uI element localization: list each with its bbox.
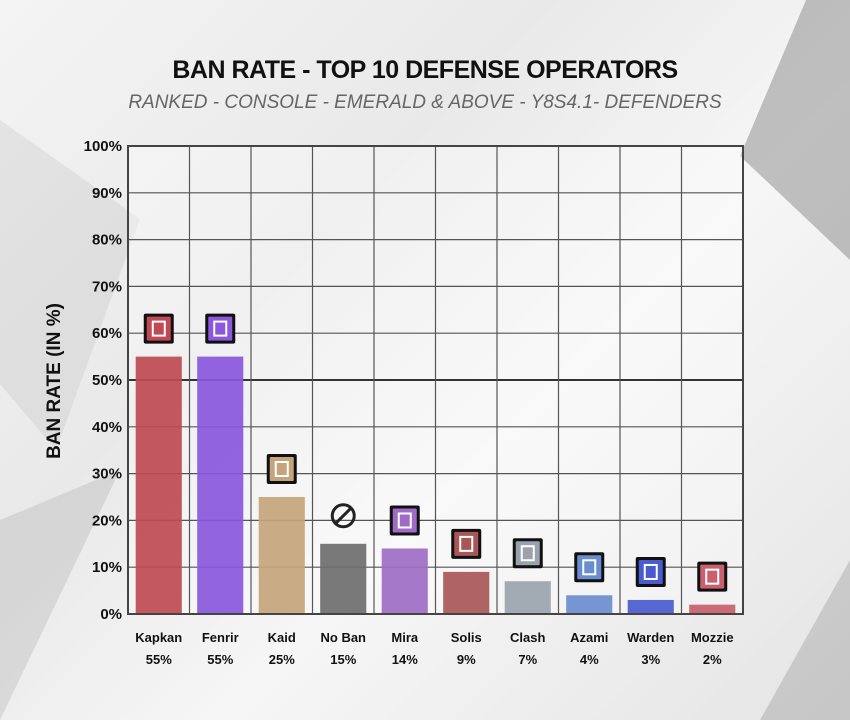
- azami-icon: [574, 552, 605, 583]
- y-tick-label: 40%: [92, 419, 122, 436]
- value-label: 55%: [207, 652, 233, 667]
- y-tick-label: 0%: [100, 606, 122, 623]
- value-label: 3%: [641, 652, 660, 667]
- bar: [504, 581, 551, 614]
- y-tick-label: 20%: [92, 512, 122, 529]
- icon-fill: [146, 316, 171, 341]
- icon-glyph: [705, 568, 720, 585]
- y-tick-label: 10%: [92, 559, 122, 576]
- value-label: 9%: [457, 652, 476, 667]
- category-label: Clash: [510, 630, 545, 645]
- y-tick-label: 100%: [84, 138, 122, 155]
- y-tick-label: 60%: [92, 325, 122, 342]
- bar: [258, 497, 305, 614]
- no-ban-circle: [330, 503, 356, 529]
- bar: [566, 595, 613, 614]
- chart-subtitle: RANKED - CONSOLE - EMERALD & ABOVE - Y8S…: [128, 92, 722, 113]
- value-label: 2%: [703, 652, 722, 667]
- fenrir-icon: [205, 313, 236, 344]
- mira-icon: [389, 505, 420, 536]
- category-label: Fenrir: [202, 630, 239, 645]
- bar: [197, 356, 244, 614]
- icon-fill: [392, 508, 417, 533]
- value-label: 14%: [392, 652, 418, 667]
- mozzie-icon: [697, 561, 728, 592]
- value-label: 25%: [269, 652, 295, 667]
- category-label: Azami: [570, 630, 608, 645]
- value-label: 4%: [580, 652, 599, 667]
- icon-fill: [577, 555, 602, 580]
- bar: [443, 571, 490, 614]
- category-label: Mozzie: [691, 630, 734, 645]
- icon-glyph: [643, 563, 658, 580]
- value-label: 55%: [146, 652, 172, 667]
- icon-fill: [515, 541, 540, 566]
- bar: [627, 599, 674, 614]
- y-tick-labels: 0% 10% 20% 30% 40% 50% 60% 70% 80% 90% 100%: [84, 138, 122, 623]
- y-tick-label: 80%: [92, 232, 122, 249]
- category-label: Solis: [451, 630, 482, 645]
- bars: [135, 356, 736, 614]
- plot-border: [127, 145, 744, 615]
- icon-glyph: [151, 320, 166, 337]
- kapkan-icon: [143, 313, 174, 344]
- category-label: No Ban: [321, 630, 367, 645]
- operator-icons: [143, 313, 728, 592]
- plot-frame: [127, 145, 744, 615]
- category-label: Mira: [391, 630, 419, 645]
- solis-icon: [451, 528, 482, 559]
- bar: [689, 604, 736, 614]
- bar: [320, 543, 367, 614]
- no-ban-icon: [330, 503, 356, 529]
- warden-icon: [635, 556, 666, 587]
- bar: [381, 548, 428, 614]
- category-label: Kapkan: [135, 630, 182, 645]
- icon-glyph: [459, 535, 474, 552]
- icon-fill: [638, 559, 663, 584]
- y-tick-label: 50%: [92, 372, 122, 389]
- icon-fill: [454, 531, 479, 556]
- icon-glyph: [274, 461, 289, 477]
- y-tick-label: 70%: [92, 278, 122, 295]
- x-category-labels: Kapkan 55% Fenrir 55% Kaid 25% No Ban 15% Mira 14…: [135, 630, 733, 667]
- icon-glyph: [520, 545, 535, 562]
- icon-fill: [700, 564, 725, 589]
- y-tick-label: 30%: [92, 466, 122, 483]
- icon-glyph: [397, 512, 412, 529]
- icon-glyph: [213, 320, 228, 337]
- icon-fill: [208, 316, 233, 341]
- category-label: Warden: [627, 630, 674, 645]
- value-label: 7%: [518, 652, 537, 667]
- icon-glyph: [582, 559, 597, 576]
- clash-icon: [512, 538, 543, 569]
- y-tick-label: 90%: [92, 185, 122, 202]
- bar: [135, 356, 182, 614]
- icon-fill: [269, 457, 294, 481]
- category-label: Kaid: [268, 630, 296, 645]
- value-label: 15%: [330, 652, 356, 667]
- chart-title: BAN RATE - TOP 10 DEFENSE OPERATORS: [172, 56, 678, 84]
- no-ban-slash: [334, 506, 353, 525]
- kaid-icon: [266, 454, 297, 484]
